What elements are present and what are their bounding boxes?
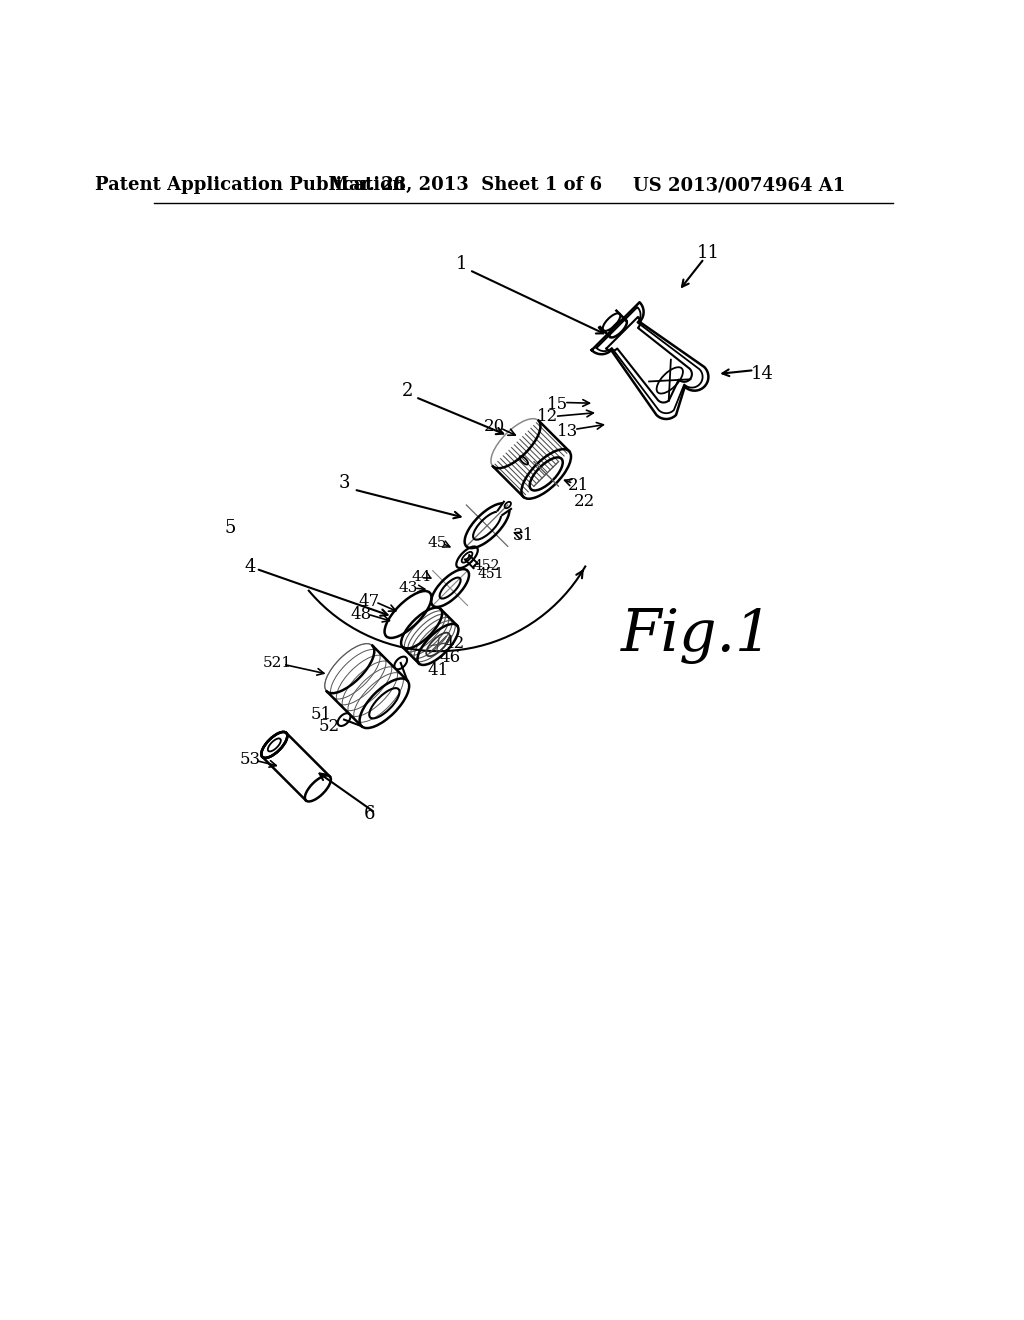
Text: 42: 42	[443, 635, 465, 652]
Text: US 2013/0074964 A1: US 2013/0074964 A1	[633, 177, 845, 194]
Text: 521: 521	[262, 656, 292, 669]
Text: Fig.1: Fig.1	[621, 607, 772, 664]
Text: 20: 20	[483, 418, 505, 434]
Text: Patent Application Publication: Patent Application Publication	[95, 177, 406, 194]
Text: 44: 44	[412, 569, 431, 583]
Text: 52: 52	[318, 718, 340, 735]
Text: Mar. 28, 2013  Sheet 1 of 6: Mar. 28, 2013 Sheet 1 of 6	[329, 177, 602, 194]
Text: 12: 12	[538, 408, 558, 425]
Text: 43: 43	[398, 581, 418, 595]
Text: 13: 13	[556, 424, 578, 441]
Text: 22: 22	[574, 492, 596, 510]
Text: 4: 4	[244, 557, 256, 576]
Text: 51: 51	[311, 706, 332, 723]
Text: 31: 31	[513, 527, 534, 544]
Text: 11: 11	[696, 244, 720, 263]
Ellipse shape	[261, 731, 288, 758]
Text: 3: 3	[339, 474, 350, 492]
Text: 46: 46	[439, 649, 461, 665]
Text: 21: 21	[568, 477, 590, 494]
Text: 41: 41	[428, 661, 450, 678]
Text: 53: 53	[240, 751, 260, 767]
Text: 6: 6	[364, 805, 375, 824]
Text: 48: 48	[351, 606, 372, 623]
Text: 451: 451	[477, 568, 504, 581]
Text: 2: 2	[402, 381, 414, 400]
Text: 14: 14	[751, 366, 773, 383]
Text: 5: 5	[225, 519, 237, 537]
Text: 45: 45	[427, 536, 446, 550]
Text: 15: 15	[548, 396, 568, 413]
Text: 452: 452	[473, 560, 500, 573]
Text: 47: 47	[358, 593, 380, 610]
Text: 1: 1	[456, 255, 467, 273]
